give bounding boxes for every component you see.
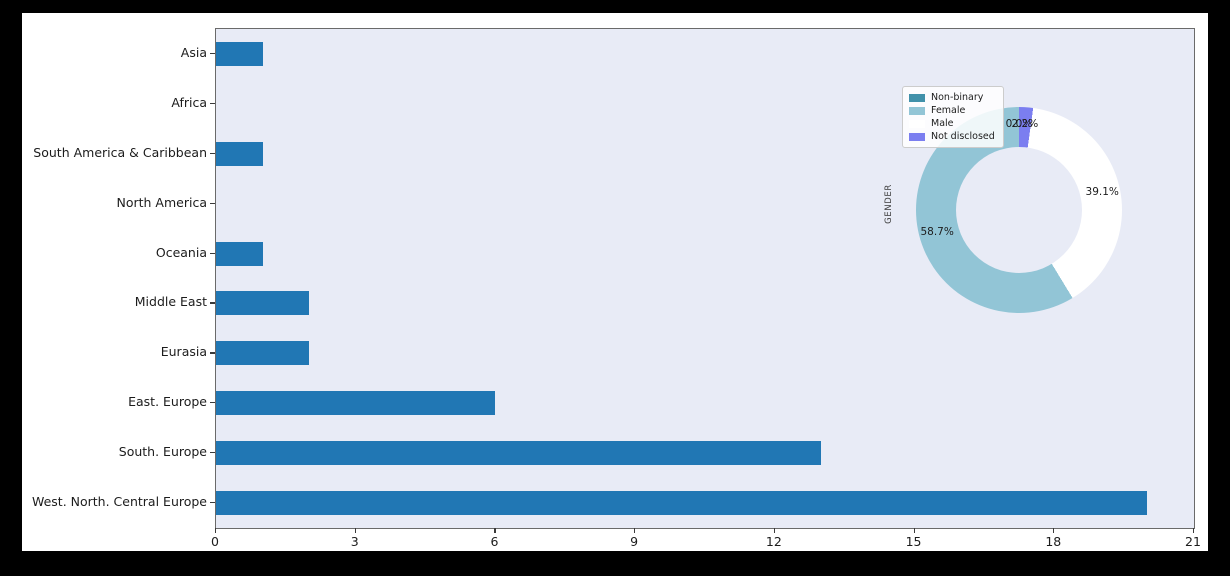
y-tick — [210, 252, 215, 254]
legend-label: Not disclosed — [931, 131, 995, 142]
donut-slice-label-female: 58.7% — [920, 225, 954, 238]
legend-swatch — [909, 106, 925, 115]
x-tick — [354, 528, 356, 533]
y-tick — [210, 102, 215, 105]
y-tick — [210, 202, 215, 204]
category-label: West. North. Central Europe — [31, 494, 207, 510]
bar-middle-east — [216, 291, 310, 316]
x-tick — [1193, 528, 1195, 533]
x-tick-label: 18 — [1045, 534, 1062, 549]
y-tick — [210, 52, 215, 55]
x-tick-label: 12 — [765, 534, 782, 549]
legend: Non-binary Female Male Not disclosed — [902, 86, 1004, 148]
category-label: East. Europe — [128, 394, 207, 410]
x-tick-label: 0 — [211, 534, 219, 549]
category-label: Middle East — [134, 294, 207, 310]
donut-hole — [956, 147, 1082, 273]
legend-item-not-disclosed: Not disclosed — [909, 131, 995, 142]
x-tick-label: 3 — [350, 534, 359, 549]
x-tick — [215, 528, 217, 533]
donut-slice-label-male: 39.1% — [1085, 185, 1119, 198]
category-label: Oceania — [155, 244, 207, 260]
legend-swatch — [909, 132, 925, 141]
x-tick — [773, 528, 776, 533]
legend-label: Non-binary — [931, 92, 984, 103]
legend-item-male: Male — [909, 118, 995, 129]
donut-slice-label-not-disclosed: 2.2% — [1011, 118, 1039, 131]
category-label: South America & Caribbean — [33, 144, 207, 160]
bar-oceania — [216, 241, 263, 266]
x-tick — [1053, 528, 1055, 533]
bar-asia — [216, 41, 263, 66]
y-tick — [210, 502, 215, 504]
y-tick — [210, 302, 215, 304]
x-tick-label: 6 — [490, 534, 499, 549]
gender-axis-label: GENDER — [884, 184, 894, 224]
x-tick-label: 15 — [905, 534, 922, 549]
category-label: Africa — [171, 94, 207, 110]
bar-south-europe — [216, 441, 822, 466]
category-label: Eurasia — [160, 344, 207, 360]
legend-swatch — [909, 93, 925, 102]
category-label: Asia — [180, 44, 207, 60]
legend-label: Female — [931, 105, 966, 116]
bar-eurasia — [216, 341, 310, 366]
legend-item-female: Female — [909, 105, 995, 116]
legend-item-non-binary: Non-binary — [909, 92, 995, 103]
x-tick — [913, 528, 915, 533]
legend-swatch — [909, 119, 925, 128]
bar-west-north-central-europe — [216, 491, 1148, 516]
x-tick-label: 21 — [1185, 534, 1201, 549]
y-tick — [210, 352, 215, 354]
y-tick — [210, 152, 215, 154]
category-label: North America — [116, 194, 208, 210]
x-tick — [634, 528, 636, 533]
figure: Asia Africa South America & Caribbean North… — [22, 13, 1208, 551]
x-tick — [494, 528, 496, 533]
legend-label: Male — [931, 118, 954, 129]
donut-slice-label-non-binary: 0.0% — [1005, 118, 1033, 130]
bar-east-europe — [216, 391, 496, 416]
category-label: South. Europe — [118, 444, 207, 460]
bar-south-america-caribbean — [216, 141, 263, 166]
y-tick — [210, 452, 215, 454]
x-tick-label: 9 — [630, 534, 639, 549]
y-tick — [210, 402, 215, 404]
